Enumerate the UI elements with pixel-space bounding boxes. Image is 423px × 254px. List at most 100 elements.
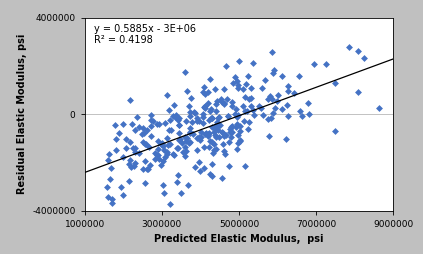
Point (216, 115, 222, 119)
Point (200, 166, 207, 170)
Point (241, 109, 248, 113)
Point (147, 124, 154, 128)
Point (240, 119, 247, 123)
Point (284, 89, 291, 93)
Point (227, 125, 234, 129)
Point (205, 132, 212, 136)
Point (175, 146, 181, 150)
Point (208, 140, 215, 144)
Point (159, 159, 166, 163)
Point (112, 123, 118, 127)
Point (212, 123, 219, 127)
Point (117, 185, 124, 189)
Point (229, 130, 236, 134)
Point (274, 99, 281, 103)
Point (224, 114, 231, 118)
Point (220, 142, 226, 146)
Point (270, 68, 277, 72)
Point (164, 150, 170, 154)
Point (120, 122, 126, 126)
Point (183, 135, 190, 139)
Point (169, 152, 176, 156)
Point (376, 106, 382, 110)
Point (247, 86, 254, 90)
Point (228, 135, 234, 139)
Point (323, 62, 330, 66)
Point (211, 126, 217, 130)
Point (194, 119, 201, 123)
Point (209, 125, 215, 129)
Point (182, 135, 189, 139)
Point (192, 165, 198, 169)
Point (136, 125, 143, 129)
Point (139, 132, 146, 136)
Point (232, 125, 239, 130)
Point (197, 169, 203, 173)
Point (206, 145, 212, 149)
Point (209, 162, 216, 166)
Point (269, 71, 276, 75)
Point (247, 104, 254, 108)
Point (173, 113, 180, 117)
Point (231, 75, 238, 79)
Point (223, 97, 230, 101)
Point (135, 151, 142, 155)
Point (242, 95, 249, 99)
Point (166, 108, 173, 112)
Point (242, 164, 248, 168)
Point (182, 139, 189, 143)
Point (200, 112, 206, 116)
Point (140, 126, 147, 130)
Point (160, 148, 167, 152)
Point (196, 138, 203, 142)
Point (165, 143, 171, 147)
Point (209, 116, 216, 120)
Point (198, 135, 204, 139)
Point (144, 128, 151, 132)
Point (196, 160, 203, 164)
Point (181, 154, 188, 158)
Point (183, 149, 190, 153)
Point (354, 50, 361, 54)
Point (266, 134, 272, 138)
Point (167, 128, 174, 132)
Point (226, 140, 233, 144)
Point (228, 104, 235, 108)
Point (164, 93, 171, 97)
Point (227, 128, 234, 132)
Point (202, 132, 209, 136)
Point (208, 116, 214, 120)
Point (233, 79, 240, 83)
Point (202, 106, 209, 110)
Point (251, 113, 258, 117)
Point (115, 131, 122, 135)
Point (165, 128, 172, 132)
Point (221, 102, 228, 106)
Point (164, 152, 170, 156)
Point (216, 123, 223, 127)
Point (140, 140, 146, 144)
Point (166, 202, 173, 206)
Point (158, 163, 165, 167)
Point (148, 118, 155, 122)
Point (239, 87, 246, 91)
Point (186, 104, 192, 108)
Point (148, 113, 154, 117)
Point (159, 140, 166, 145)
Point (205, 134, 212, 138)
Point (199, 90, 206, 94)
Point (146, 145, 153, 149)
Point (299, 114, 305, 118)
Point (229, 101, 236, 105)
Point (291, 91, 297, 95)
Point (264, 117, 271, 121)
Point (125, 162, 132, 166)
Point (185, 183, 192, 187)
Point (205, 90, 212, 94)
Point (214, 128, 221, 132)
Point (139, 167, 146, 171)
Point (141, 142, 148, 146)
Point (269, 97, 275, 101)
Point (119, 155, 126, 159)
Point (219, 100, 226, 104)
